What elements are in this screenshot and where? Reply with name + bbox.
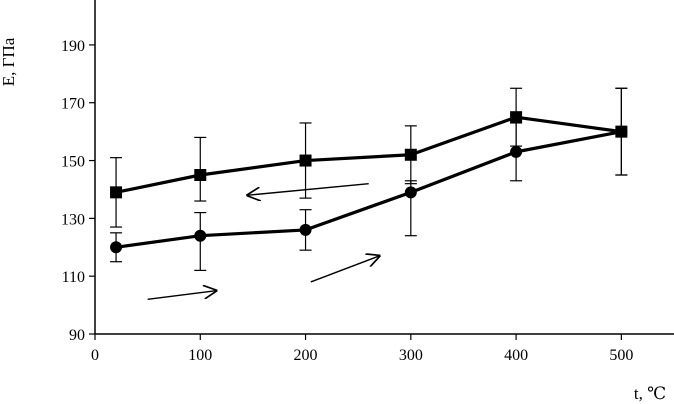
y-tick-label: 130 bbox=[61, 211, 85, 228]
data-point-circle bbox=[299, 223, 312, 236]
y-tick-label: 190 bbox=[61, 38, 85, 55]
plot-area bbox=[110, 87, 628, 271]
x-axis-title: t, ℃ bbox=[634, 384, 666, 403]
data-point-square bbox=[299, 154, 312, 167]
data-point-circle bbox=[510, 145, 523, 158]
data-point-circle bbox=[615, 125, 628, 138]
x-tick-label: 400 bbox=[504, 347, 528, 364]
data-point-square bbox=[194, 169, 207, 181]
y-tick-label: 110 bbox=[62, 269, 85, 286]
y-tick-label: 170 bbox=[61, 96, 85, 113]
series-line bbox=[115, 130, 622, 249]
arrow-right bbox=[147, 291, 216, 301]
series-line bbox=[115, 115, 622, 194]
data-point-square bbox=[510, 111, 523, 124]
x-tick-label: 500 bbox=[609, 347, 633, 364]
y-tick-label: 150 bbox=[61, 154, 85, 171]
data-point-circle bbox=[404, 186, 417, 199]
y-axis-title: E, ГПа bbox=[0, 37, 18, 86]
axes: 90 110 130 150 170 190 0 100 200 300 400 500 bbox=[61, 0, 674, 364]
x-tick-label: 300 bbox=[399, 347, 423, 364]
data-point-square bbox=[110, 186, 123, 199]
x-tick-label: 0 bbox=[91, 347, 99, 364]
arrow-up-right bbox=[310, 256, 379, 283]
arrow-left bbox=[248, 182, 369, 196]
x-tick-label: 200 bbox=[294, 347, 318, 364]
series-2 bbox=[110, 87, 628, 271]
data-point-circle bbox=[194, 229, 207, 242]
annotations bbox=[147, 182, 380, 301]
data-point-circle bbox=[110, 241, 123, 254]
data-point-square bbox=[404, 148, 417, 161]
x-tick-label: 100 bbox=[188, 347, 212, 364]
y-tick-label: 90 bbox=[69, 327, 85, 344]
